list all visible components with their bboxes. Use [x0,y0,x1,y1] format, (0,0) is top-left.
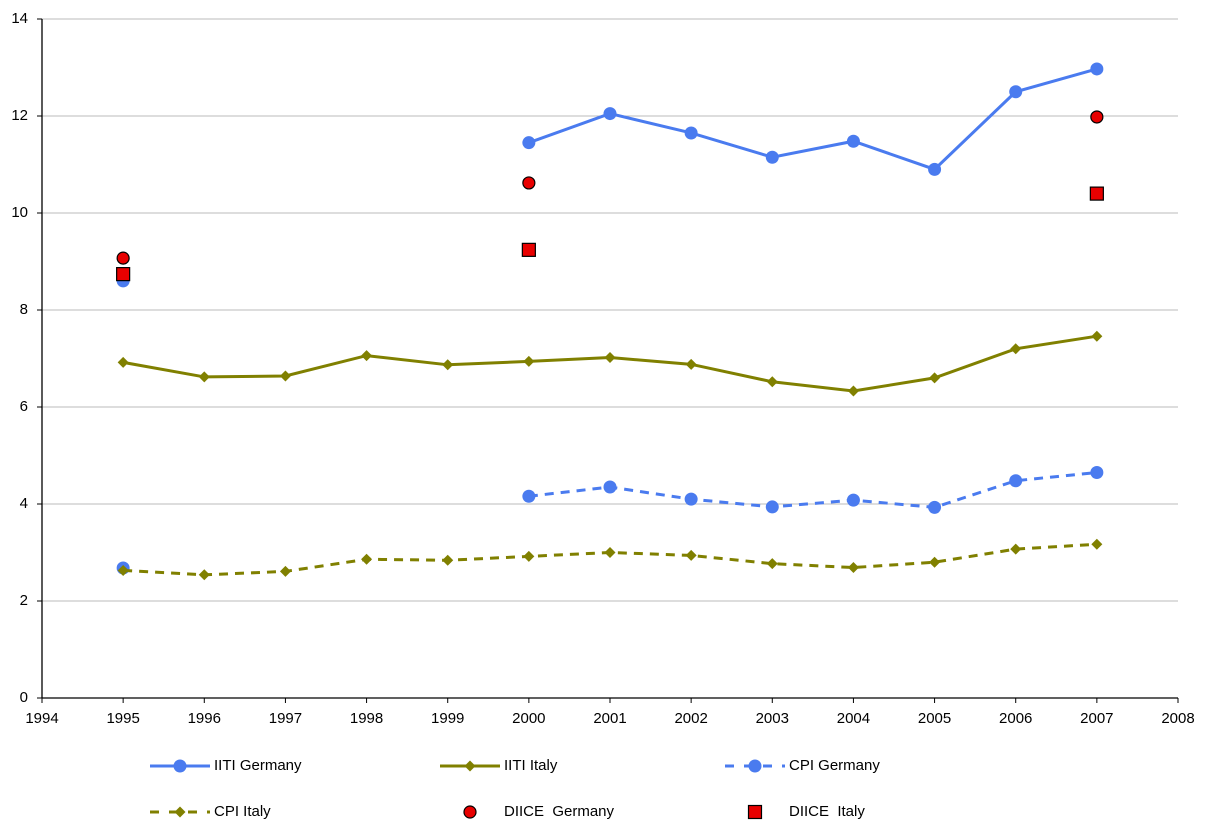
legend-marker [174,806,186,818]
data-point [521,242,536,257]
data-point [1010,543,1022,555]
data-point [523,355,535,367]
x-tick-label: 2007 [1080,710,1113,727]
x-tick-label: 2001 [593,710,626,727]
data-point [766,376,778,388]
data-point [1090,110,1104,124]
data-point [765,150,779,164]
x-tick-label: 2008 [1161,710,1194,727]
x-tick-label: 1998 [350,710,383,727]
series-line [122,334,1098,393]
y-tick-label: 0 [20,689,28,706]
data-point [1089,186,1104,201]
legend-label: DIICE Germany [504,803,615,820]
x-tick-label: 1994 [25,710,58,727]
x-tick-label: 1997 [269,710,302,727]
data-point [117,564,129,576]
legend-label: CPI Germany [789,757,880,774]
legend-label: IITI Germany [214,757,302,774]
data-point [442,554,454,566]
data-point [279,370,291,382]
data-point [522,136,536,150]
x-tick-label: 2004 [837,710,870,727]
y-tick-label: 8 [20,301,28,318]
y-tick-label: 14 [11,10,28,27]
data-point [1090,465,1104,479]
y-tick-label: 10 [11,204,28,221]
data-point [603,107,617,121]
data-point [1009,85,1023,99]
data-point [929,556,941,568]
data-point [117,356,129,368]
data-point [198,371,210,383]
data-point [522,176,536,190]
legend-marker [464,760,476,772]
x-tick-label: 1999 [431,710,464,727]
data-point [279,565,291,577]
data-point [604,547,616,558]
y-tick-label: 6 [20,398,28,415]
data-point [928,162,942,176]
data-point [116,251,130,265]
legend-marker [747,804,763,820]
data-point [522,489,536,503]
y-tick-label: 2 [20,592,28,609]
data-point [847,385,859,397]
legend-marker [748,759,762,773]
y-tick-label: 12 [11,107,28,124]
legend-label: CPI Italy [214,803,271,820]
data-point [361,553,373,565]
data-point [1090,62,1104,76]
series-line [528,67,1098,172]
data-point [523,550,535,562]
x-tick-label: 2005 [918,710,951,727]
legend-label: DIICE Italy [789,803,865,820]
data-point [929,372,941,384]
data-point [1010,343,1022,355]
legend-label: IITI Italy [504,757,558,774]
x-tick-label: 1995 [106,710,139,727]
data-point [928,500,942,514]
x-tick-label: 2003 [756,710,789,727]
data-point [1091,330,1103,342]
x-tick-label: 2006 [999,710,1032,727]
data-point [846,134,860,148]
data-point [847,562,859,574]
data-point [1091,538,1103,550]
data-point [684,126,698,140]
y-tick-label: 4 [20,495,28,512]
data-point [765,500,779,514]
data-point [604,352,616,364]
data-point [684,492,698,506]
legend-marker [463,805,477,819]
data-point [116,267,131,282]
x-tick-label: 2000 [512,710,545,727]
x-tick-label: 2002 [674,710,707,727]
data-point [198,569,210,581]
data-point [685,549,697,561]
data-point [846,493,860,507]
data-point [1009,474,1023,488]
x-tick-label: 1996 [188,710,221,727]
data-point [603,480,617,494]
data-point [685,358,697,370]
data-point [442,359,454,371]
data-point [766,558,778,570]
data-point [361,350,373,362]
legend-marker [173,759,187,773]
